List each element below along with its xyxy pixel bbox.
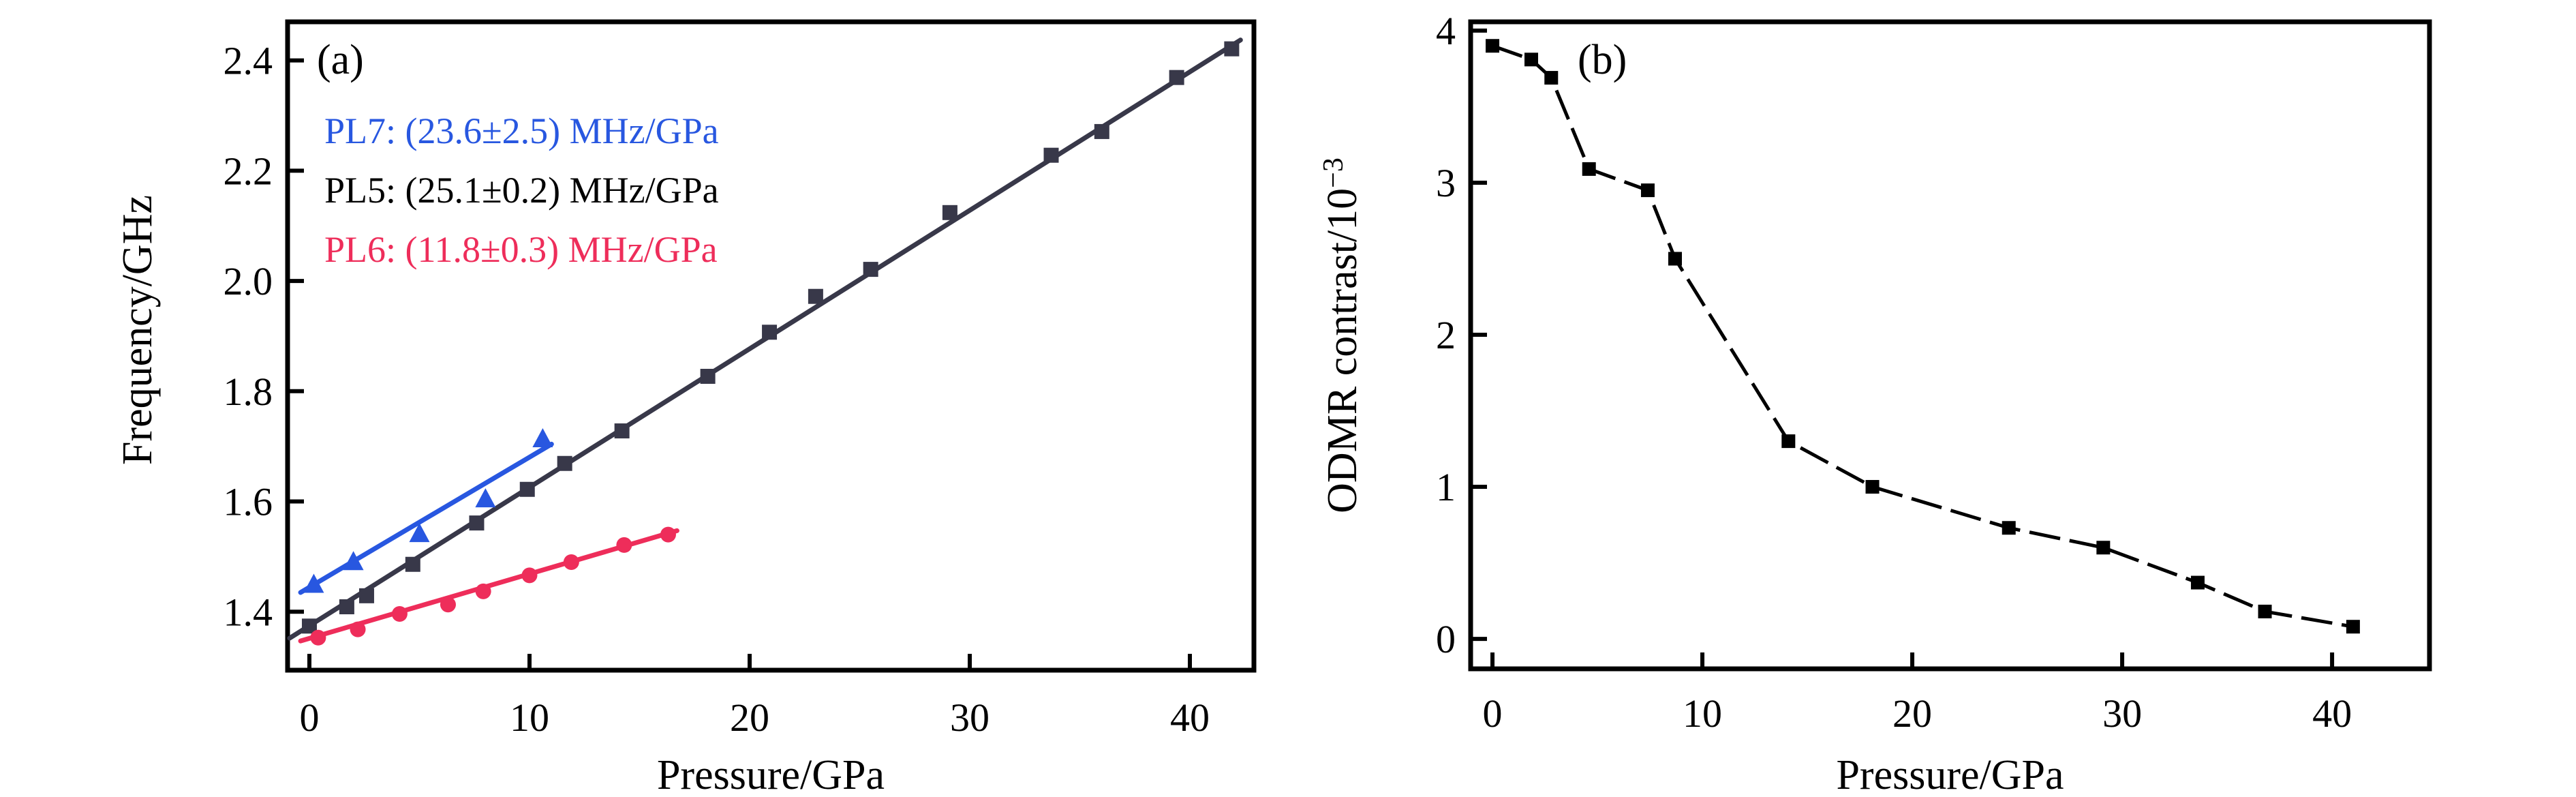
marker-square — [942, 205, 957, 220]
marker-square — [1224, 41, 1240, 57]
marker-circle — [350, 621, 366, 637]
data-line — [1492, 44, 2354, 629]
marker-square — [1668, 252, 1683, 266]
y-tick-label: 2.4 — [224, 39, 273, 83]
marker-square — [301, 618, 317, 634]
marker-square — [1582, 162, 1596, 176]
marker-triangle — [532, 427, 553, 447]
y-tick-label: 2.2 — [224, 149, 273, 193]
panel-label: (b) — [1578, 37, 1627, 83]
y-tick-label: 1 — [1436, 465, 1456, 509]
y-axis-title-superscript: −3 — [1318, 157, 1349, 188]
marker-square — [1524, 52, 1539, 67]
slope-annotation-1: PL7: (23.6±2.5) MHz/GPa — [324, 110, 719, 151]
x-tick-label: 0 — [299, 695, 319, 740]
marker-circle — [310, 629, 326, 646]
y-tick-label: 1.4 — [224, 590, 273, 634]
x-tick-label: 20 — [1892, 691, 1932, 736]
marker-square — [358, 588, 374, 603]
marker-circle — [475, 583, 491, 599]
marker-circle — [440, 597, 456, 613]
x-axis-title: Pressure/GPa — [657, 752, 885, 797]
y-axis-title: Frequency/GHz — [114, 195, 161, 465]
series-ODMR-contrast — [1486, 39, 2360, 634]
marker-square — [2002, 521, 2016, 535]
marker-circle — [521, 567, 538, 584]
marker-square — [700, 368, 716, 384]
y-axis-title-main: ODMR contrast/10 — [1319, 188, 1366, 513]
x-tick-label: 10 — [510, 695, 549, 740]
y-tick-label: 4 — [1436, 9, 1456, 53]
x-tick-label: 30 — [950, 695, 990, 740]
marker-square — [863, 262, 878, 277]
slope-annotation-3: PL6: (11.8±0.3) MHz/GPa — [324, 229, 718, 270]
x-tick-label: 30 — [2102, 691, 2142, 736]
x-tick-label: 0 — [1483, 691, 1503, 736]
marker-square — [405, 556, 420, 572]
x-tick-label: 10 — [1683, 691, 1722, 736]
y-tick-label: 0 — [1436, 617, 1456, 661]
marker-square — [1486, 39, 1500, 53]
marker-square — [2096, 541, 2111, 555]
marker-square — [1865, 480, 1880, 494]
marker-circle — [391, 606, 408, 622]
x-tick-label: 40 — [1170, 695, 1210, 740]
y-tick-label: 2.0 — [224, 259, 273, 303]
marker-square — [1169, 70, 1184, 85]
y-tick-label: 3 — [1436, 161, 1456, 205]
panel-label: (a) — [317, 37, 364, 83]
marker-square — [519, 481, 535, 497]
y-tick-label: 1.6 — [224, 480, 273, 524]
marker-circle — [660, 526, 676, 543]
y-tick-label: 1.8 — [224, 370, 273, 414]
plot-frame — [285, 19, 1257, 673]
marker-circle — [563, 554, 579, 570]
series-PL7 — [298, 427, 554, 595]
y-axis-title: ODMR contrast/10−3 — [1318, 157, 1366, 513]
marker-circle — [616, 537, 632, 553]
marker-triangle — [475, 488, 496, 508]
slope-annotation-2: PL5: (25.1±0.2) MHz/GPa — [324, 170, 719, 211]
fit-line — [298, 441, 554, 595]
marker-square — [1544, 71, 1559, 85]
x-tick-label: 20 — [730, 695, 769, 740]
x-axis-title: Pressure/GPa — [1836, 752, 2064, 797]
marker-square — [808, 288, 823, 304]
marker-square — [1781, 434, 1796, 449]
marker-square — [762, 325, 778, 340]
x-tick-label: 40 — [2312, 691, 2352, 736]
marker-square — [2258, 604, 2272, 618]
marker-triangle — [409, 523, 430, 543]
y-tick-label: 2 — [1436, 313, 1456, 357]
marker-square — [339, 599, 354, 615]
marker-square — [557, 455, 572, 471]
marker-square — [2190, 575, 2205, 590]
marker-triangle — [343, 551, 364, 571]
marker-square — [469, 515, 485, 531]
marker-triangle — [303, 573, 324, 593]
marker-square — [1043, 147, 1059, 163]
plot-frame — [1468, 19, 2432, 672]
chart-panel-b: 0 10 20 30 40 0 1 2 3 4 Pressure/GPa ODMR contrast/… — [1318, 9, 2432, 797]
marker-square — [2346, 620, 2360, 634]
marker-square — [1640, 183, 1655, 198]
chart-panel-a: 0 10 20 30 40 1.4 1.6 1.8 2.0 2.2 2.4 Pressure/GPa F… — [114, 19, 1257, 797]
marker-square — [1094, 123, 1109, 139]
series-PL6 — [298, 526, 679, 646]
series-PL5 — [287, 37, 1243, 641]
marker-square — [614, 423, 630, 439]
